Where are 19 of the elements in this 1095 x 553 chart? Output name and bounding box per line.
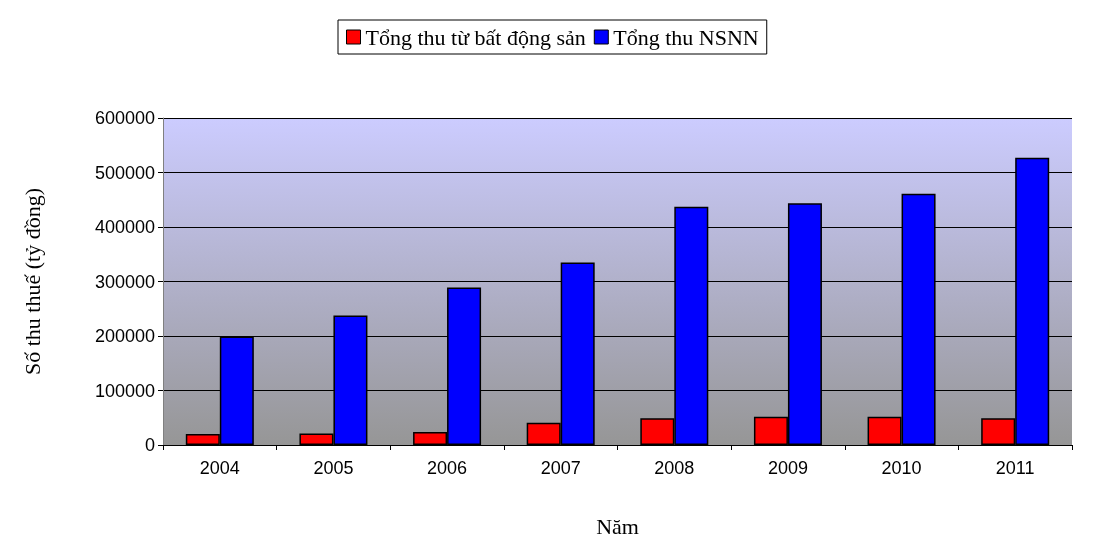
x-axis-title: Năm [596, 513, 639, 539]
x-tick-label: 2004 [199, 458, 240, 478]
y-axis-title: Số thu thuế (tỷ đồng) [19, 188, 45, 375]
y-tick-label: 100000 [94, 380, 155, 401]
x-tick-label: 2009 [767, 458, 808, 478]
y-tick-label: 500000 [94, 162, 155, 183]
y-tick-label: 600000 [94, 108, 155, 128]
y-tick-label: 0 [144, 435, 155, 455]
x-tick-label: 2010 [881, 458, 922, 478]
y-tick-label: 400000 [94, 217, 155, 237]
y-tick-label: 300000 [94, 271, 155, 292]
x-tick-label: 2005 [313, 458, 354, 478]
y-tick-label: 200000 [94, 326, 155, 346]
x-tick-label: 2006 [427, 458, 468, 478]
x-tick-label: 2011 [995, 458, 1035, 478]
legend-label: Tổng thu NSNN [613, 24, 759, 50]
x-tick-label: 2008 [654, 458, 695, 478]
legend-label: Tổng thu từ bất động sản [365, 24, 586, 50]
x-tick-label: 2007 [540, 458, 581, 478]
